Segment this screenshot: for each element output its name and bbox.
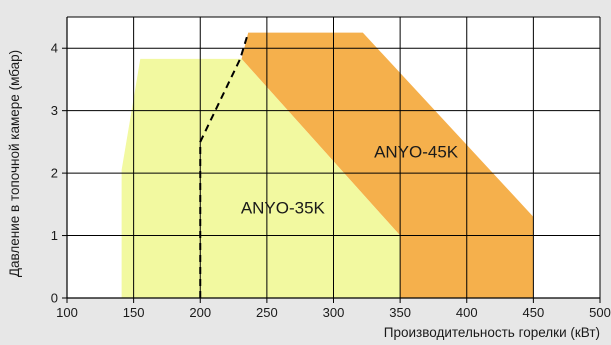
x-tick-label: 100	[56, 305, 78, 320]
x-tick-label: 250	[256, 305, 278, 320]
series-label-anyo-45k: ANYO-45K	[374, 143, 459, 162]
series-label-anyo-35k: ANYO-35K	[241, 199, 326, 218]
y-tick-label: 1	[51, 228, 58, 243]
y-tick-label: 0	[51, 291, 58, 306]
series-area-anyo-35k	[121, 58, 401, 299]
series-area-anyo-45k	[241, 32, 534, 298]
y-tick-label: 4	[51, 41, 58, 56]
x-axis-title: Производительность горелки (кВт)	[384, 325, 600, 340]
x-tick-label: 450	[523, 305, 545, 320]
y-tick-label: 2	[51, 166, 58, 181]
y-tick-label: 3	[51, 103, 58, 118]
x-tick-label: 500	[589, 305, 611, 320]
boundary-dashed-line	[199, 32, 250, 298]
x-tick-label: 300	[323, 305, 345, 320]
x-tick-label: 150	[123, 305, 145, 320]
x-tick-label: 400	[456, 305, 478, 320]
x-tick-label: 200	[189, 305, 211, 320]
y-axis-title: Давление в топочной камере (мбар)	[7, 50, 22, 277]
x-tick-label: 350	[389, 305, 411, 320]
